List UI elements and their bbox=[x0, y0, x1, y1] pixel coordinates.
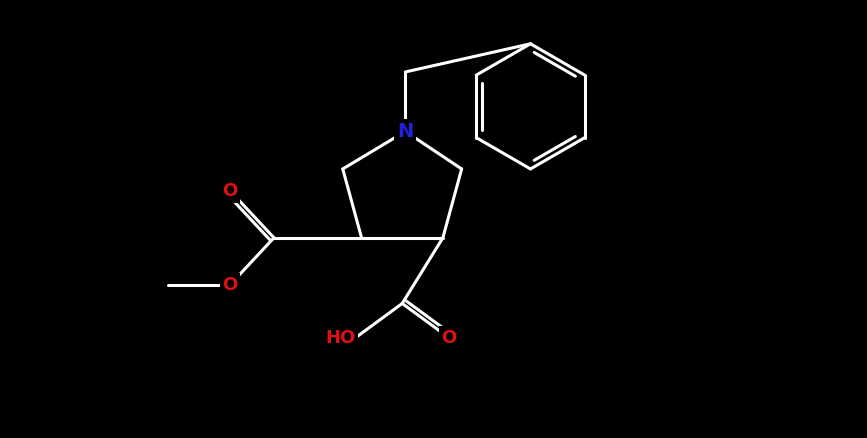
Text: O: O bbox=[223, 182, 238, 200]
Text: N: N bbox=[397, 122, 414, 141]
Text: O: O bbox=[441, 329, 457, 347]
Text: HO: HO bbox=[325, 329, 355, 347]
Text: O: O bbox=[223, 276, 238, 294]
